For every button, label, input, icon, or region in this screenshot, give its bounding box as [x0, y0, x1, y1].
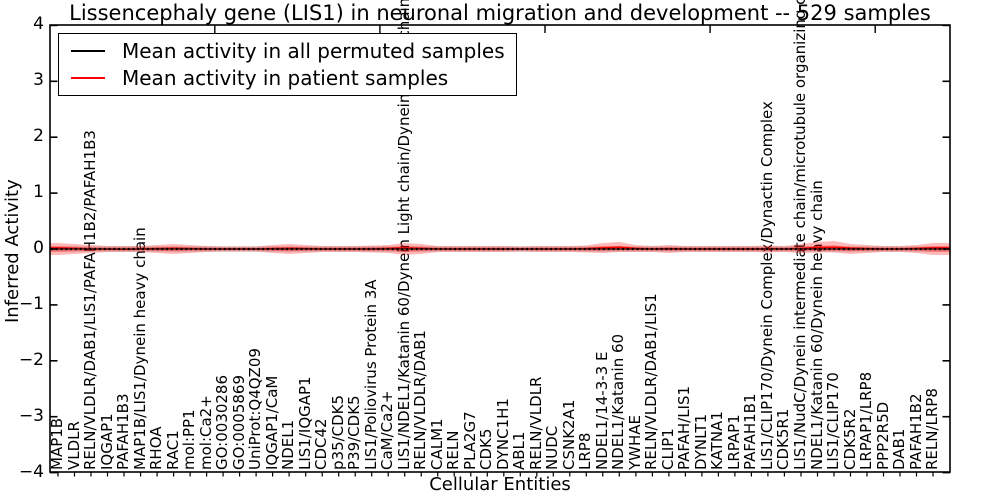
chart-title: Lissencephaly gene (LIS1) in neuronal mi…	[69, 1, 931, 25]
y-tick-label: 4	[33, 14, 44, 35]
legend-label-permuted: Mean activity in all permuted samples	[122, 39, 505, 63]
y-tick-label: 2	[33, 126, 44, 147]
legend: Mean activity in all permuted samples Me…	[58, 33, 517, 96]
y-tick-label: 0	[33, 238, 44, 258]
y-tick-label: −4	[18, 461, 44, 482]
legend-item-patient: Mean activity in patient samples	[71, 66, 504, 90]
y-tick-label: −2	[18, 349, 44, 370]
y-tick-label: −1	[18, 293, 44, 314]
legend-item-permuted: Mean activity in all permuted samples	[71, 39, 505, 63]
legend-label-patient: Mean activity in patient samples	[122, 66, 449, 90]
y-tick-label: −3	[18, 405, 44, 426]
y-tick-label: 1	[33, 182, 44, 203]
y-tick-label: 3	[33, 70, 44, 91]
black-line-sample-icon	[71, 50, 105, 52]
x-axis-label: Cellular Entities	[429, 474, 571, 495]
red-line-sample-icon	[71, 77, 105, 79]
